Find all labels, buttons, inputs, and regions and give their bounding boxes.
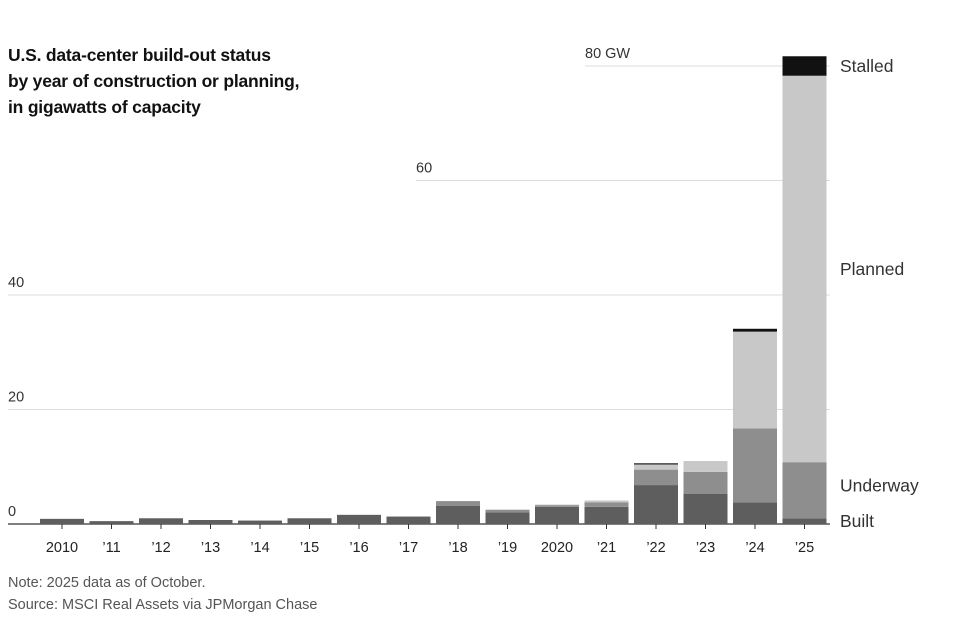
bar-segment-underway [634, 469, 678, 486]
bar-segment-planned [683, 461, 728, 472]
bar-segment-built [733, 502, 777, 524]
bar-segment-stalled [634, 463, 678, 465]
bar-segment-built [782, 518, 827, 524]
y-tick-label: 80 GW [585, 46, 630, 62]
x-tick-label: ’16 [349, 540, 368, 556]
x-tick-label: ’17 [399, 540, 418, 556]
bar-segment-planned [634, 464, 678, 470]
bar-segment-stalled [782, 56, 827, 76]
x-tick-label: ’15 [300, 540, 319, 556]
bar-segment-underway [733, 428, 777, 503]
x-tick-label: ’21 [597, 540, 616, 556]
chart-title-line: in gigawatts of capacity [8, 97, 201, 117]
chart-footer: Note: 2025 data as of October. Source: M… [8, 572, 317, 616]
bar-segment-planned [584, 500, 629, 503]
x-tick-label: ’23 [696, 540, 715, 556]
x-tick-label: ’24 [745, 540, 764, 556]
bar-segment-underway [436, 501, 480, 506]
y-tick-label: 0 [8, 504, 16, 520]
bar-segment-underway [485, 509, 530, 513]
chart-note: Note: 2025 data as of October. [8, 575, 206, 591]
y-tick-label: 20 [8, 390, 24, 406]
bar-segment-built [386, 516, 431, 524]
bar-segment-built [238, 520, 282, 524]
bar-segment-built [535, 506, 579, 524]
x-tick-label: ’12 [151, 540, 170, 556]
x-tick-label: ’19 [498, 540, 517, 556]
bar-segment-planned [535, 504, 579, 506]
x-tick-label: ’14 [250, 540, 269, 556]
bar-segment-built [485, 512, 530, 524]
bar-segment-underway [535, 505, 579, 507]
x-tick-label: ’13 [201, 540, 220, 556]
y-tick-label: 60 [416, 161, 432, 177]
bar-segment-planned [782, 75, 827, 463]
bar-segment-built [139, 518, 183, 524]
bar-segment-underway [782, 462, 827, 519]
bar-segment-underway [683, 471, 728, 494]
x-tick-label: 2010 [46, 540, 78, 556]
x-tick-label: ’25 [795, 540, 814, 556]
chart-title-line: by year of construction or planning, [8, 71, 300, 91]
legend-label-underway: Underway [840, 475, 919, 495]
legend-label-planned: Planned [840, 259, 904, 279]
bar-segment-built [584, 506, 629, 524]
bar-segment-stalled [733, 328, 777, 332]
bar-segment-built [436, 505, 480, 524]
x-tick-label: ’18 [448, 540, 467, 556]
bar-segment-built [634, 485, 678, 524]
bar-segment-built [683, 493, 728, 524]
bar-segment-built [188, 519, 233, 524]
bar-segment-underway [584, 502, 629, 507]
bar-segment-built [337, 514, 381, 524]
chart-title-line: U.S. data-center build-out status [8, 45, 271, 65]
bar-segment-built [40, 518, 84, 524]
x-tick-label: ’22 [646, 540, 665, 556]
chart-source: Source: MSCI Real Assets via JPMorgan Ch… [8, 597, 318, 613]
x-tick-label: 2020 [541, 540, 573, 556]
chart-title: U.S. data-center build-out status by yea… [8, 42, 300, 120]
y-tick-label: 40 [8, 275, 24, 291]
legend-label-built: Built [840, 511, 874, 531]
bar-segment-planned [733, 331, 777, 429]
legend-label-stalled: Stalled [840, 56, 894, 76]
x-tick-label: ’11 [102, 540, 120, 556]
bar-segment-built [89, 521, 134, 524]
bar-segment-built [287, 518, 332, 524]
